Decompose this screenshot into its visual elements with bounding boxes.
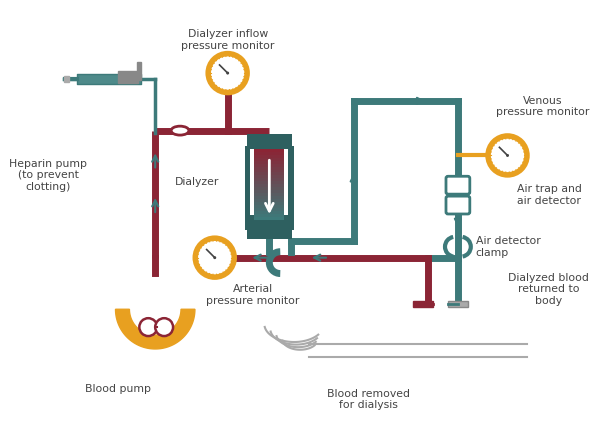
Text: Blood removed
for dialysis: Blood removed for dialysis <box>327 388 410 410</box>
Bar <box>288 145 294 230</box>
Text: Air detector
clamp: Air detector clamp <box>476 236 541 258</box>
Bar <box>254 155 284 159</box>
Bar <box>137 62 142 80</box>
FancyBboxPatch shape <box>446 196 470 214</box>
Circle shape <box>491 139 524 172</box>
Circle shape <box>139 318 157 336</box>
Bar <box>247 136 292 145</box>
Circle shape <box>194 237 236 278</box>
Bar <box>245 145 250 230</box>
Bar <box>254 211 284 215</box>
Bar <box>254 149 284 153</box>
Circle shape <box>487 135 529 176</box>
Text: Dialyzed blood
returned to
body: Dialyzed blood returned to body <box>508 273 589 306</box>
Bar <box>413 301 433 307</box>
Circle shape <box>226 71 229 74</box>
Text: Heparin pump
(to prevent
clotting): Heparin pump (to prevent clotting) <box>10 159 88 192</box>
Bar <box>448 301 468 307</box>
Bar <box>77 74 142 84</box>
Bar <box>247 133 292 150</box>
Circle shape <box>213 256 216 259</box>
Bar <box>254 167 284 170</box>
Bar <box>254 176 284 179</box>
Bar <box>254 170 284 173</box>
Bar <box>254 199 284 203</box>
Circle shape <box>198 241 232 274</box>
Bar <box>254 214 284 218</box>
Bar <box>254 208 284 212</box>
Bar <box>64 76 69 82</box>
Text: Dialyzer: Dialyzer <box>175 177 220 187</box>
Bar <box>254 178 284 182</box>
Bar <box>254 196 284 200</box>
Bar <box>254 202 284 206</box>
FancyBboxPatch shape <box>446 176 470 194</box>
Bar <box>254 173 284 176</box>
Text: Blood pump: Blood pump <box>85 384 151 394</box>
Text: Arterial
pressure monitor: Arterial pressure monitor <box>206 284 299 306</box>
Text: Air trap and
air detector: Air trap and air detector <box>517 184 583 206</box>
Bar <box>254 184 284 188</box>
Ellipse shape <box>171 126 189 135</box>
Circle shape <box>506 154 509 157</box>
Bar <box>254 158 284 162</box>
Text: Venous
pressure monitor: Venous pressure monitor <box>496 96 589 117</box>
Bar <box>254 164 284 167</box>
Bar <box>254 152 284 156</box>
Bar <box>254 205 284 209</box>
Bar <box>254 190 284 194</box>
Circle shape <box>155 318 173 336</box>
Bar <box>254 187 284 191</box>
Bar <box>254 216 284 221</box>
Circle shape <box>211 57 244 90</box>
Bar <box>247 215 292 225</box>
Text: Dialyzer inflow
pressure monitor: Dialyzer inflow pressure monitor <box>181 29 274 51</box>
Bar <box>254 181 284 185</box>
Circle shape <box>207 52 248 94</box>
Bar <box>254 161 284 164</box>
Bar <box>254 193 284 197</box>
Polygon shape <box>116 309 195 349</box>
Bar <box>118 71 139 83</box>
Bar <box>247 223 292 239</box>
